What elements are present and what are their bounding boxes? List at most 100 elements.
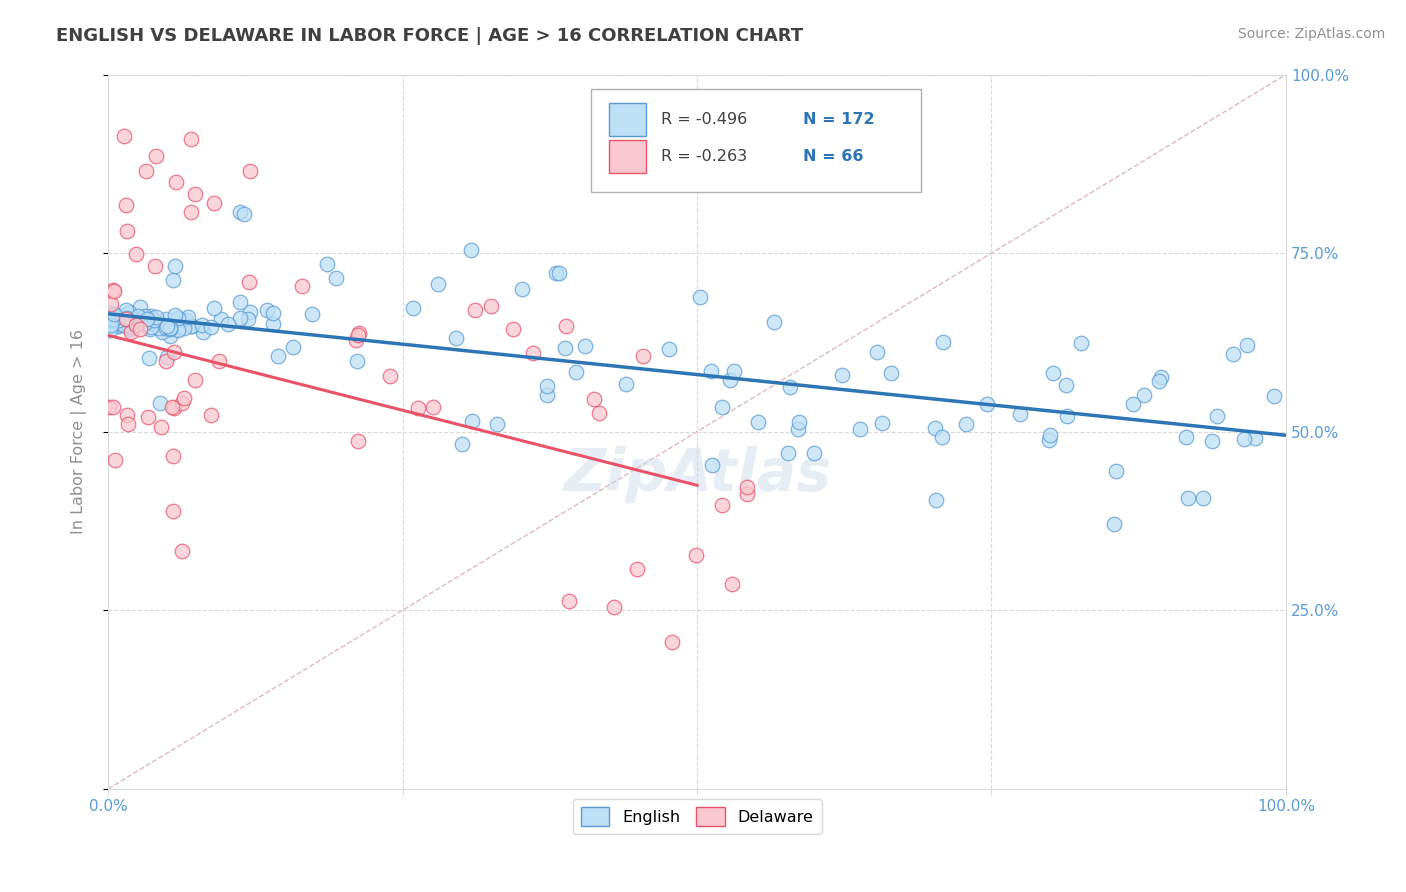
Point xyxy=(1039,428,1062,442)
Point xyxy=(156,350,179,364)
Point xyxy=(239,305,262,319)
Point xyxy=(699,364,721,378)
Point xyxy=(165,309,187,323)
Point xyxy=(262,306,284,320)
Point xyxy=(115,313,138,327)
Point xyxy=(135,311,157,326)
Point xyxy=(160,400,183,414)
Point xyxy=(831,368,853,382)
Point xyxy=(98,312,121,326)
Point xyxy=(238,311,260,326)
Point xyxy=(710,400,733,414)
Point xyxy=(98,323,121,337)
Point xyxy=(406,401,429,415)
Text: ENGLISH VS DELAWARE IN LABOR FORCE | AGE > 16 CORRELATION CHART: ENGLISH VS DELAWARE IN LABOR FORCE | AGE… xyxy=(56,27,803,45)
Point xyxy=(180,132,202,146)
Point xyxy=(1133,388,1156,402)
Point xyxy=(849,422,872,436)
FancyBboxPatch shape xyxy=(609,103,647,136)
Point xyxy=(155,321,177,335)
Point xyxy=(115,312,138,326)
Point xyxy=(723,364,745,378)
Point xyxy=(217,317,239,331)
Point xyxy=(112,316,135,330)
Point xyxy=(536,379,558,393)
Point xyxy=(1233,432,1256,446)
Point xyxy=(173,321,195,335)
Point xyxy=(460,244,482,258)
Point xyxy=(239,164,262,178)
Point xyxy=(114,312,136,326)
Point xyxy=(98,305,121,319)
Point xyxy=(301,306,323,320)
Point xyxy=(159,329,181,343)
Point xyxy=(107,313,129,327)
Point xyxy=(1206,409,1229,424)
Point xyxy=(422,401,444,415)
Point xyxy=(208,354,231,368)
Point xyxy=(711,498,734,512)
Point xyxy=(127,310,149,324)
Point xyxy=(100,315,122,329)
Point xyxy=(1010,407,1032,421)
Point xyxy=(111,311,134,326)
Point xyxy=(107,309,129,323)
Point xyxy=(803,446,825,460)
Point xyxy=(105,313,128,327)
Point xyxy=(181,318,204,333)
Point xyxy=(267,349,290,363)
Point xyxy=(209,312,232,326)
Point xyxy=(104,310,127,324)
Point xyxy=(721,576,744,591)
Point xyxy=(1222,347,1244,361)
Point xyxy=(103,307,125,321)
Point xyxy=(118,312,141,326)
Point xyxy=(262,317,284,331)
Point xyxy=(159,320,181,334)
Point xyxy=(344,334,367,348)
Point xyxy=(866,344,889,359)
Point xyxy=(574,339,596,353)
Point xyxy=(191,326,214,340)
FancyBboxPatch shape xyxy=(591,89,921,193)
Point xyxy=(1042,367,1064,381)
Point xyxy=(256,303,278,318)
Point xyxy=(150,325,173,339)
Point xyxy=(143,259,166,273)
Point xyxy=(779,380,801,394)
Point xyxy=(100,312,122,326)
Point xyxy=(685,548,707,562)
Point xyxy=(135,163,157,178)
Point xyxy=(176,310,198,324)
Point xyxy=(162,449,184,463)
Point xyxy=(129,322,152,336)
Point xyxy=(112,318,135,333)
Point xyxy=(120,320,142,334)
FancyBboxPatch shape xyxy=(609,140,647,173)
Point xyxy=(486,417,509,431)
Point xyxy=(155,353,177,368)
Point xyxy=(149,419,172,434)
Point xyxy=(101,314,124,328)
Point xyxy=(735,480,758,494)
Point xyxy=(558,593,581,607)
Point xyxy=(104,316,127,330)
Point xyxy=(1070,336,1092,351)
Point xyxy=(451,437,474,451)
Point xyxy=(115,408,138,422)
Point xyxy=(165,175,187,189)
Point xyxy=(202,301,225,316)
Point xyxy=(1192,491,1215,505)
Point xyxy=(118,322,141,336)
Point xyxy=(112,129,135,144)
Point xyxy=(163,260,186,274)
Point xyxy=(1121,397,1143,411)
Point xyxy=(103,312,125,326)
Point xyxy=(112,309,135,323)
Point xyxy=(347,326,370,340)
Point xyxy=(101,283,124,297)
Point xyxy=(100,312,122,326)
Point xyxy=(347,328,370,343)
Point xyxy=(554,319,576,334)
Point xyxy=(169,312,191,326)
